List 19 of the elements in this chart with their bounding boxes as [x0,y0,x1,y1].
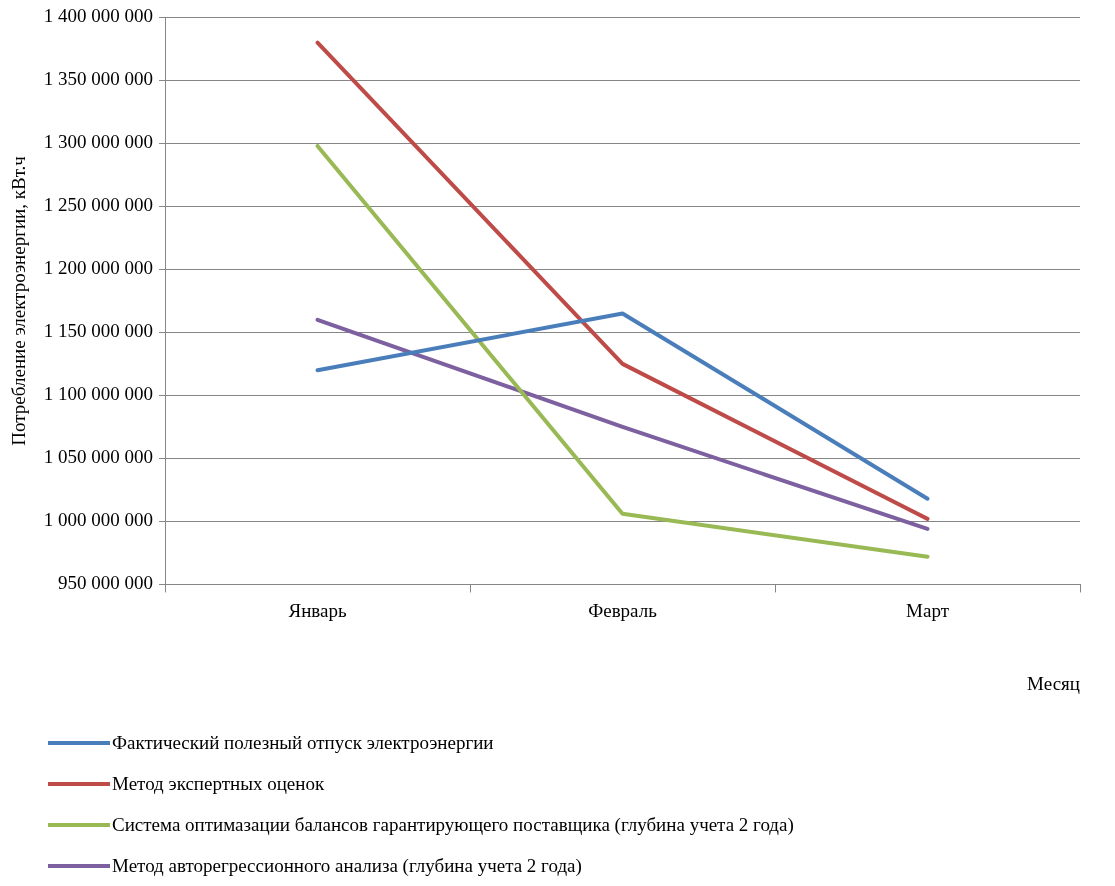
y-tick-label: 1 250 000 000 [43,194,154,216]
y-tick-label: 1 200 000 000 [43,257,154,279]
y-tick-label: 1 400 000 000 [43,5,154,27]
x-tick-label: Март [906,599,950,621]
y-tick-label: 1 350 000 000 [43,68,154,90]
y-tick-label: 1 150 000 000 [43,320,154,342]
legend-label: Метод авторегрессионного анализа (глубина учета 2 года) [112,854,582,877]
legend-label: Метод экспертных оценок [112,772,325,795]
x-tick-label: Январь [288,599,347,621]
y-tick-label: 950 000 000 [58,572,154,594]
y-tick-label: 1 000 000 000 [43,509,154,531]
y-axis-title: Потребление электроэнергии, кВт.ч [8,155,30,446]
y-tick-label: 1 100 000 000 [43,383,154,405]
x-tick-label: Февраль [588,599,658,621]
legend-label: Система оптимазации балансов гарантирующего поставщика (глубина учета 2 года) [112,813,794,836]
legend-label: Фактический полезный отпуск электроэнергии [112,731,494,754]
x-axis-title: Месяц [1027,672,1080,694]
y-tick-label: 1 050 000 000 [43,446,154,468]
y-tick-label: 1 300 000 000 [43,131,154,153]
